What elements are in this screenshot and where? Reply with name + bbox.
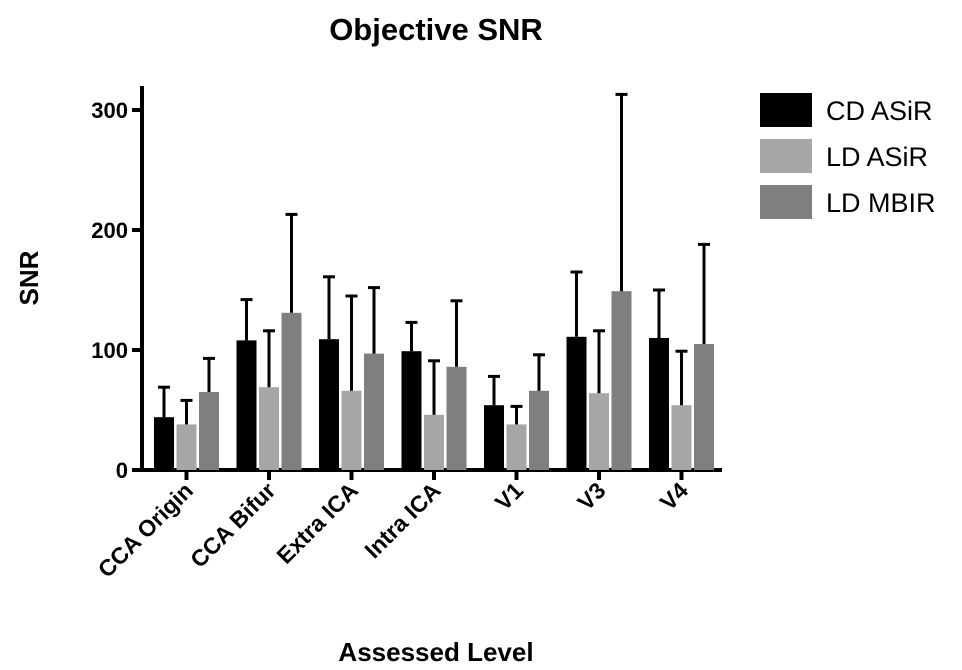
bar	[506, 424, 527, 470]
legend-entry: LD MBIR	[826, 188, 936, 218]
y-tick-label: 100	[91, 338, 128, 363]
legend: CD ASiR LD ASiR LD MBIR	[760, 93, 936, 219]
bar	[281, 312, 302, 470]
chart-title: Objective SNR	[329, 12, 543, 47]
x-tick-label: CCA Bifur	[185, 477, 281, 573]
x-tick-label: CCA Origin	[93, 477, 198, 582]
x-tick-label: Extra ICA	[271, 477, 363, 569]
bar	[424, 414, 444, 470]
bar	[154, 417, 174, 470]
legend-swatch	[760, 139, 812, 173]
x-tick-label: V1	[490, 477, 528, 515]
bar	[176, 424, 197, 470]
bar	[236, 340, 257, 470]
bar	[566, 336, 587, 470]
bar	[589, 393, 609, 470]
bar	[341, 390, 362, 470]
x-tick-label: V3	[572, 477, 610, 515]
bar	[671, 405, 692, 470]
bar	[364, 353, 384, 470]
y-tick-label: 0	[116, 458, 128, 483]
bar	[529, 390, 549, 470]
legend-entry: LD ASiR	[826, 142, 928, 172]
bar	[199, 392, 219, 470]
legend-swatch	[760, 93, 812, 127]
x-tick-label: Intra ICA	[359, 477, 445, 563]
x-axis-label: Assessed Level	[338, 637, 533, 667]
bar	[484, 405, 504, 470]
bar	[401, 351, 422, 470]
y-axis-label: SNR	[14, 250, 44, 305]
bar	[259, 387, 279, 470]
legend-entry: CD ASiR	[826, 96, 933, 126]
bar	[649, 338, 669, 470]
x-tick-label: V4	[655, 477, 693, 515]
bar	[694, 344, 714, 470]
legend-swatch	[760, 185, 812, 219]
bar	[319, 339, 339, 470]
y-tick-label: 300	[91, 98, 128, 123]
bar	[446, 366, 467, 470]
y-tick-label: 200	[91, 218, 128, 243]
bar	[611, 291, 632, 470]
